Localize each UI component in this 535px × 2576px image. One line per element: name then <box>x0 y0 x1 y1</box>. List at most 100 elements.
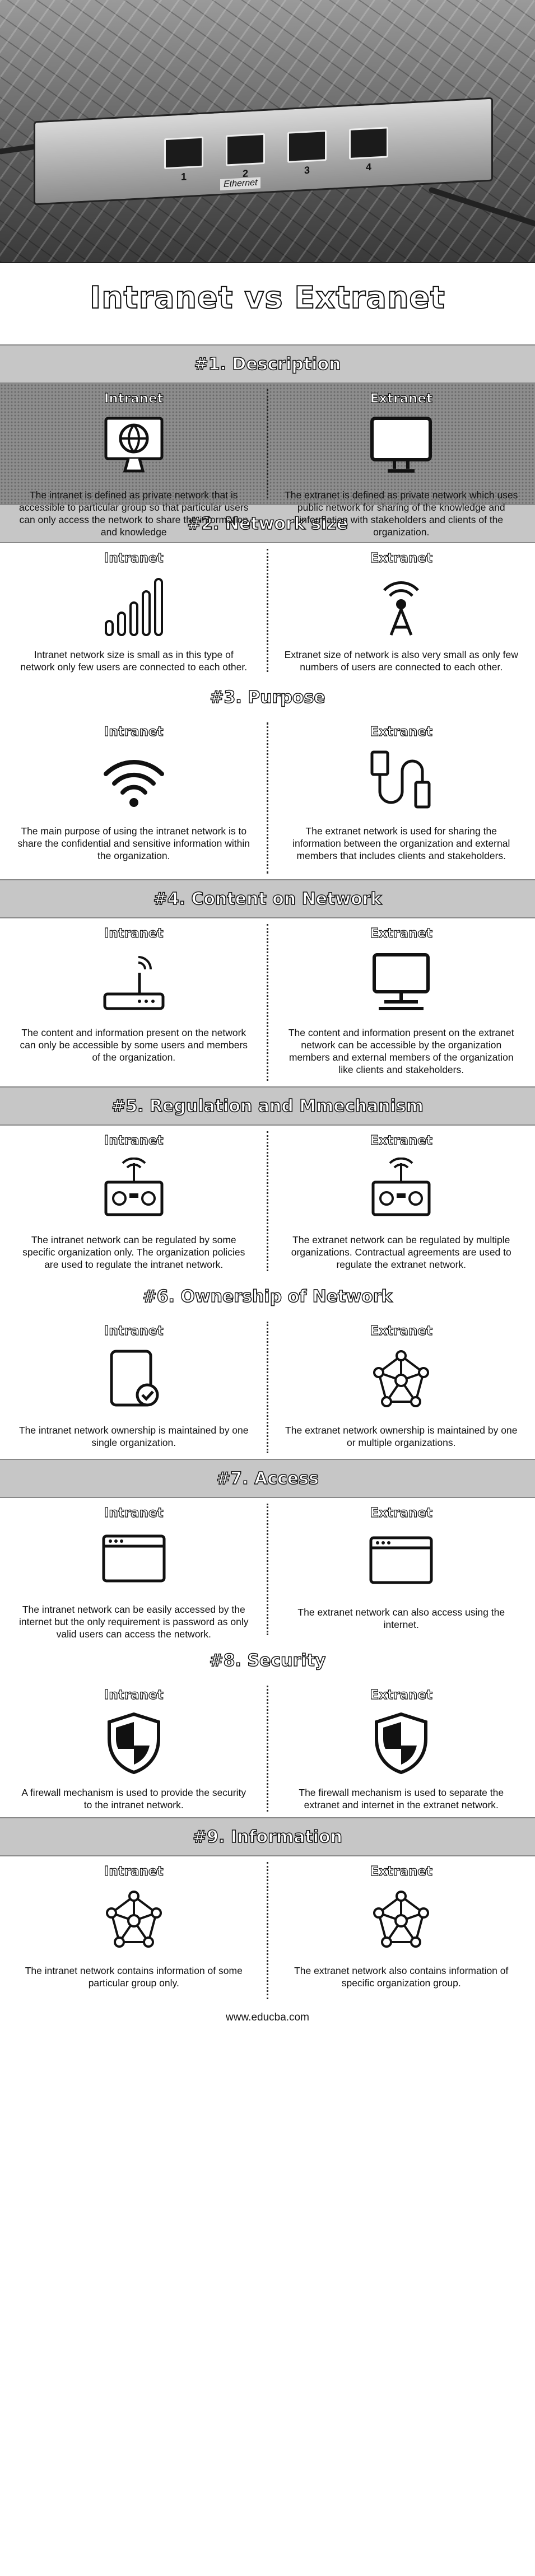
section-heading-bar: #8. Security <box>0 1641 535 1680</box>
section-heading-bar: #5. Regulation and Mmechanism <box>0 1086 535 1126</box>
shield-icon <box>365 1710 438 1776</box>
intranet-description: The intranet is defined as private netwo… <box>18 489 249 538</box>
usb-cable-icon <box>365 747 438 814</box>
remote-control-icon <box>97 1156 170 1223</box>
intranet-description: The intranet network can be easily acces… <box>18 1604 249 1640</box>
intranet-description: The main purpose of using the intranet n… <box>17 825 250 861</box>
ethernet-port <box>164 136 203 170</box>
extranet-label: Extranet <box>370 1864 433 1879</box>
column-divider <box>267 924 268 1081</box>
extranet-label: Extranet <box>370 926 433 941</box>
extranet-description: The extranet is defined as private netwo… <box>285 489 518 538</box>
section-heading-bar: #4. Content on Network <box>0 879 535 918</box>
comparison-sections: #1. Description Intranet The intranet is d… <box>0 344 535 2005</box>
section-heading: #2. Network size <box>187 514 348 534</box>
intranet-label: Intranet <box>104 550 164 566</box>
section-heading: #7. Access <box>216 1468 319 1489</box>
extranet-column: Extranet The extranet network is used for… <box>268 717 535 879</box>
intranet-description: Intranet network size is small as in thi… <box>20 649 248 673</box>
section-heading: #8. Security <box>209 1650 326 1671</box>
wifi-icon <box>97 747 170 814</box>
section-heading-bar: #9. Information <box>0 1817 535 1856</box>
section-heading-bar: #7. Access <box>0 1459 535 1498</box>
intranet-column: Intranet The intranet is defined as priva… <box>0 384 268 537</box>
ethernet-port <box>287 130 327 163</box>
ethernet-port <box>226 133 265 166</box>
ethernet-label: Ethernet <box>220 177 261 191</box>
section-body: Intranet A firewall mechanism is used to … <box>0 1680 535 1817</box>
intranet-column: Intranet The content and information pres… <box>0 918 268 1086</box>
browser-window-icon <box>97 1528 170 1593</box>
extranet-column: Extranet The content and information pres… <box>268 918 535 1086</box>
column-divider <box>267 1131 268 1271</box>
page-title: Intranet vs Extranet <box>89 279 445 316</box>
section-body: Intranet The intranet network contains in… <box>0 1856 535 2005</box>
title-row: Intranet vs Extranet <box>0 263 535 344</box>
verified-document-icon <box>97 1346 170 1413</box>
section-heading: #5. Regulation and Mmechanism <box>111 1096 424 1117</box>
footer: www.educba.com <box>0 2005 535 2030</box>
shield-icon <box>97 1710 170 1776</box>
browser-window-icon <box>365 1528 438 1595</box>
extranet-column: Extranet The extranet network ownership i… <box>268 1316 535 1459</box>
extranet-description: The content and information present on t… <box>288 1027 514 1075</box>
intranet-label: Intranet <box>104 1133 164 1148</box>
intranet-description: A firewall mechanism is used to provide … <box>21 1787 246 1811</box>
column-divider <box>267 389 268 498</box>
column-divider <box>267 722 268 874</box>
extranet-description: The extranet network can be regulated by… <box>291 1234 511 1270</box>
network-nodes-icon <box>365 1346 438 1413</box>
intranet-label: Intranet <box>104 1864 164 1879</box>
intranet-column: Intranet Intranet network size is small a… <box>0 543 268 678</box>
extranet-description: The firewall mechanism is used to separa… <box>299 1787 504 1811</box>
globe-monitor-icon <box>97 414 170 478</box>
section-heading: #3. Purpose <box>210 687 326 708</box>
port-number: 3 <box>304 164 310 176</box>
intranet-label: Intranet <box>104 391 164 406</box>
extranet-column: Extranet The extranet is defined as priva… <box>268 384 535 537</box>
network-nodes-icon <box>97 1887 170 1954</box>
extranet-column: Extranet The extranet network can be regu… <box>268 1126 535 1277</box>
extranet-label: Extranet <box>370 550 433 566</box>
intranet-description: The intranet network contains informatio… <box>25 1965 243 1989</box>
section-body: Intranet The content and information pres… <box>0 918 535 1086</box>
section-body: Intranet The main purpose of using the in… <box>0 717 535 879</box>
column-divider <box>267 1862 268 1999</box>
column-divider <box>267 1504 268 1635</box>
intranet-column: Intranet The intranet network ownership i… <box>0 1316 268 1459</box>
extranet-description: Extranet size of network is also very sm… <box>284 649 518 673</box>
intranet-column: Intranet The intranet network contains in… <box>0 1856 268 2005</box>
column-divider <box>267 1322 268 1453</box>
extranet-column: Extranet The firewall mechanism is used t… <box>268 1680 535 1817</box>
section-heading: #6. Ownership of Network <box>142 1286 393 1307</box>
section-body: Intranet Intranet network size is small a… <box>0 543 535 678</box>
intranet-description: The content and information present on t… <box>20 1027 248 1063</box>
section-body: Intranet The intranet network ownership i… <box>0 1316 535 1459</box>
ethernet-port <box>349 127 388 160</box>
computer-icon <box>365 949 438 1016</box>
extranet-description: The extranet network also contains infor… <box>294 1965 509 1989</box>
section-heading-bar: #3. Purpose <box>0 678 535 717</box>
intranet-label: Intranet <box>104 1323 164 1338</box>
extranet-description: The extranet network ownership is mainta… <box>285 1425 518 1448</box>
monitor-icon <box>365 414 438 478</box>
section-heading-bar: #1. Description <box>0 344 535 384</box>
intranet-column: Intranet The main purpose of using the in… <box>0 717 268 879</box>
section-body: Intranet The intranet network can be regu… <box>0 1126 535 1277</box>
section-heading: #1. Description <box>194 354 341 375</box>
extranet-description: The extranet network can also access usi… <box>297 1607 505 1630</box>
intranet-label: Intranet <box>104 926 164 941</box>
intranet-column: Intranet The intranet network can be easi… <box>0 1498 268 1641</box>
section-heading: #4. Content on Network <box>153 889 382 909</box>
intranet-description: The intranet network can be regulated by… <box>22 1234 245 1270</box>
intranet-description: The intranet network ownership is mainta… <box>18 1425 249 1448</box>
hero-router-photo: 1 2 3 4 Ethernet <box>0 0 535 263</box>
intranet-label: Intranet <box>104 1505 164 1520</box>
extranet-label: Extranet <box>370 1505 433 1520</box>
signal-bars-icon <box>97 573 170 638</box>
extranet-label: Extranet <box>370 391 433 406</box>
extranet-description: The extranet network is used for sharing… <box>292 825 510 861</box>
column-divider <box>267 1686 268 1812</box>
extranet-label: Extranet <box>370 724 433 739</box>
